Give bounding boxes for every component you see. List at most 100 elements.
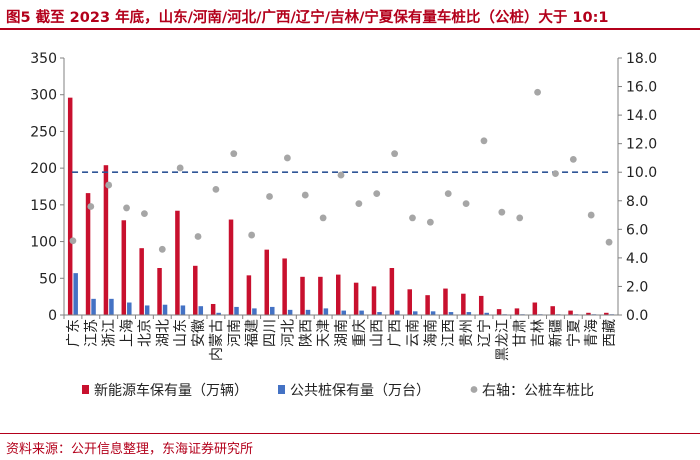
pile-bar: [144, 305, 150, 315]
ev-bar: [514, 308, 520, 315]
ratio-point: [212, 185, 220, 193]
category-label: 江苏: [84, 319, 100, 347]
category-label: 四川: [263, 319, 279, 347]
ratio-point: [534, 88, 541, 96]
ev-bar: [193, 265, 198, 315]
legend-label: 右轴：公桩车桩比: [482, 382, 594, 399]
ev-bar: [336, 274, 341, 315]
ratio-point: [123, 204, 130, 212]
left-tick-label: 150: [30, 198, 57, 214]
ev-bar: [103, 165, 109, 315]
ratio-point: [283, 154, 291, 162]
category-label: 广东: [66, 319, 82, 347]
pile-bar: [216, 312, 221, 315]
category-label: 福建: [245, 319, 261, 347]
ratio-point: [569, 155, 577, 163]
pile-bar: [430, 311, 436, 315]
ev-bar: [461, 293, 466, 315]
right-tick-label: 18.0: [626, 51, 657, 67]
legend-label: 公共桩保有量（万台）: [290, 382, 430, 399]
category-label: 湖南: [334, 319, 350, 347]
ratio-point: [355, 200, 363, 208]
ev-bar: [568, 310, 573, 315]
ratio-point: [141, 210, 148, 218]
category-label: 海南: [423, 319, 439, 347]
ratio-point: [426, 218, 434, 226]
right-tick-label: 2.0: [626, 279, 648, 295]
right-tick-label: 16.0: [626, 80, 657, 96]
ev-bar: [586, 312, 591, 315]
ev-bar: [550, 306, 555, 315]
category-label: 宁夏: [565, 319, 582, 347]
category-label: 上海: [120, 319, 136, 347]
category-label: 甘肃: [513, 319, 529, 347]
category-label: 辽宁: [476, 319, 493, 347]
left-tick-label: 200: [30, 161, 57, 177]
ratio-point: [266, 193, 273, 200]
ev-bar: [264, 249, 270, 315]
category-label: 贵州: [459, 319, 475, 347]
ev-bar: [443, 288, 448, 315]
category-label: 吉林: [531, 319, 547, 347]
left-tick-label: 50: [39, 271, 57, 287]
ev-bar: [496, 309, 502, 315]
ratio-point: [587, 211, 595, 219]
category-label: 北京: [137, 319, 153, 347]
pile-bar: [109, 298, 114, 315]
ratio-point: [516, 214, 524, 222]
pile-bar: [270, 306, 275, 315]
pile-bar: [341, 310, 346, 315]
pile-bar: [448, 312, 454, 315]
ev-bar: [67, 97, 73, 315]
ev-bar: [604, 312, 609, 315]
category-label: 青海: [584, 319, 600, 347]
category-label: 河南: [227, 319, 243, 347]
right-tick-label: 10.0: [626, 165, 657, 181]
category-label: 天津: [316, 319, 332, 347]
category-label: 山西: [370, 319, 386, 347]
category-label: 安徽: [191, 319, 207, 347]
right-tick-label: 8.0: [626, 194, 648, 210]
left-tick-label: 300: [30, 88, 57, 104]
category-label: 河北: [280, 319, 296, 347]
category-label: 广西: [388, 319, 404, 347]
pile-bar: [198, 306, 204, 315]
pile-bar: [305, 309, 311, 315]
ev-bar: [246, 275, 252, 315]
pile-bar: [162, 304, 168, 315]
ev-bar: [157, 268, 162, 315]
pile-bar: [252, 308, 257, 315]
pile-bar: [127, 302, 132, 315]
pile-bar: [73, 273, 78, 315]
category-label: 新疆: [548, 319, 564, 347]
category-label: 西藏: [602, 319, 618, 347]
ratio-point: [462, 200, 470, 208]
left-tick-label: 100: [30, 235, 57, 251]
ev-bar: [532, 302, 538, 315]
ev-bar: [371, 286, 377, 315]
ratio-point: [105, 181, 113, 189]
ratio-point: [69, 237, 77, 245]
ratio-point: [194, 233, 202, 240]
legend-swatch: [82, 385, 89, 394]
pile-bar: [466, 312, 472, 315]
ratio-point: [301, 191, 309, 199]
ev-bar: [228, 219, 234, 315]
left-tick-label: 350: [30, 51, 57, 67]
left-tick-label: 0: [48, 308, 57, 324]
ev-bar: [425, 295, 430, 315]
ev-bar: [210, 303, 216, 315]
ratio-point: [230, 150, 238, 158]
pile-bar: [359, 310, 364, 315]
pile-bar: [484, 312, 489, 315]
source-rule: [0, 433, 700, 434]
ratio-point: [176, 164, 184, 172]
pile-bar: [412, 311, 418, 315]
ratio-point: [552, 170, 559, 178]
category-label: 山东: [173, 319, 189, 347]
ratio-point: [498, 208, 506, 216]
pile-bar: [323, 308, 329, 315]
ratio-point: [391, 150, 399, 158]
ratio-point: [444, 190, 452, 198]
